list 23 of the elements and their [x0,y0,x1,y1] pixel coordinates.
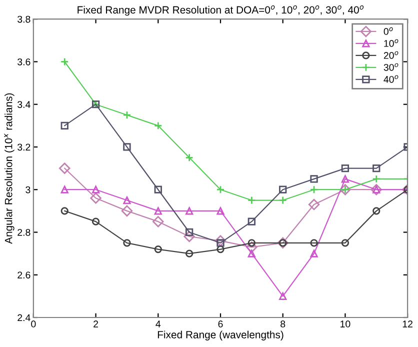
x-axis-title: Fixed Range (wavelengths) [158,330,284,340]
y-tick-label: 2.8 [18,228,30,236]
x-tick-label: 10 [340,320,350,328]
legend-label: 10$^{o}$ [384,39,398,47]
y-tick-label: 3.4 [18,101,30,108]
x-tick-label: 6 [218,320,223,328]
legend-label: 0$^{o}$ [384,27,393,35]
y-tick-label: 3 [26,186,30,194]
x-tick-label: 4 [156,320,161,328]
y-tick-label: 2.4 [18,314,30,322]
legend-label: 30$^{o}$ [384,63,398,71]
x-tick-label: 8 [280,320,286,328]
y-tick-label: 3.2 [18,144,30,151]
x-tick-label: 2 [94,320,98,328]
y-tick-label: 3.8 [18,16,30,23]
legend-label: 40$^{o}$ [384,75,398,83]
x-tick-label: 0 [31,320,36,328]
y-tick-label: 3.6 [18,58,30,66]
chart-title: Fixed Range MVDR Resolution at DOA=0$^{o}$, 10$^{o}$, 20$^{o}$, 30$^{o}$, 40$^{o}$ [78,5,364,16]
legend-label: 20$^{o}$ [384,51,398,59]
y-axis-title: Angular Resolution (10$^{x}$ radians) [4,93,14,244]
y-tick-label: 2.6 [18,272,30,278]
x-tick-label: 12 [402,320,412,328]
